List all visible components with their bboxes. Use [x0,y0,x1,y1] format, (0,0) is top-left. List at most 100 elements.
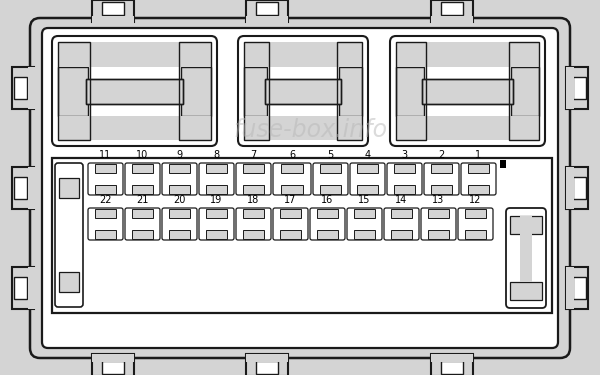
FancyBboxPatch shape [387,163,422,195]
Bar [566,167,588,209]
Bar [520,216,532,282]
Text: 16: 16 [322,195,334,205]
Bar [281,185,304,194]
Bar [59,178,79,198]
Bar [510,216,542,234]
FancyBboxPatch shape [199,208,234,240]
Bar [95,164,116,173]
Bar [169,185,190,194]
Bar [92,0,134,22]
Text: 5: 5 [328,150,334,160]
Text: 1: 1 [475,150,482,160]
Bar [468,185,489,194]
Bar [431,354,473,362]
Bar [441,361,463,374]
Bar [510,282,542,300]
FancyBboxPatch shape [52,36,217,146]
Text: 19: 19 [211,195,223,205]
Bar [206,185,227,194]
FancyBboxPatch shape [199,163,234,195]
Bar [337,42,362,140]
Bar [396,42,426,140]
Bar [394,164,415,173]
Bar [256,2,278,15]
Bar [509,42,539,140]
FancyBboxPatch shape [310,208,345,240]
Bar [428,230,449,239]
Bar [132,209,153,218]
Bar [243,209,264,218]
Bar [431,185,452,194]
FancyBboxPatch shape [162,208,197,240]
Bar [468,164,489,173]
Bar [422,79,513,104]
Text: 3: 3 [401,150,407,160]
Bar [320,164,341,173]
Bar [244,42,269,140]
FancyBboxPatch shape [236,208,271,240]
Bar [338,67,362,116]
Bar [428,209,449,218]
Bar [396,116,539,140]
Bar [281,164,304,173]
Bar [317,209,338,218]
Bar [95,209,116,218]
Text: 6: 6 [289,150,295,160]
Bar [431,16,473,24]
Bar [246,354,288,362]
Bar [58,116,211,140]
Bar [511,67,539,116]
Bar [396,42,539,67]
FancyBboxPatch shape [421,208,456,240]
FancyBboxPatch shape [238,36,368,146]
Bar [58,42,211,67]
Bar [573,277,586,299]
Bar [573,77,586,99]
Text: 18: 18 [247,195,260,205]
Bar [12,267,34,309]
Bar [28,67,36,109]
FancyBboxPatch shape [162,163,197,195]
FancyBboxPatch shape [313,163,348,195]
Bar [246,16,288,24]
Bar [391,209,412,218]
Bar [206,164,227,173]
Bar [320,185,341,194]
Bar [431,354,473,375]
Bar [86,79,184,104]
Bar [357,164,378,173]
Text: 7: 7 [250,150,257,160]
Bar [357,185,378,194]
FancyBboxPatch shape [461,163,496,195]
Bar [92,354,134,375]
Text: 15: 15 [358,195,371,205]
Text: 8: 8 [214,150,220,160]
FancyBboxPatch shape [424,163,459,195]
FancyBboxPatch shape [350,163,385,195]
Text: 10: 10 [136,150,149,160]
FancyBboxPatch shape [30,18,570,358]
Bar [422,79,513,104]
Bar [95,185,116,194]
FancyBboxPatch shape [236,163,271,195]
Bar [244,42,362,67]
Text: 13: 13 [433,195,445,205]
FancyBboxPatch shape [273,208,308,240]
Text: 22: 22 [99,195,112,205]
Text: 21: 21 [136,195,149,205]
Bar [132,164,153,173]
Bar [317,230,338,239]
Bar [92,354,134,362]
Bar [132,185,153,194]
Text: 11: 11 [100,150,112,160]
FancyBboxPatch shape [384,208,419,240]
Bar [181,67,211,116]
Bar [243,185,264,194]
Bar [206,230,227,239]
Bar [431,164,452,173]
Bar [179,42,211,140]
FancyBboxPatch shape [125,163,160,195]
Bar [28,167,36,209]
Text: 12: 12 [469,195,482,205]
FancyBboxPatch shape [458,208,493,240]
